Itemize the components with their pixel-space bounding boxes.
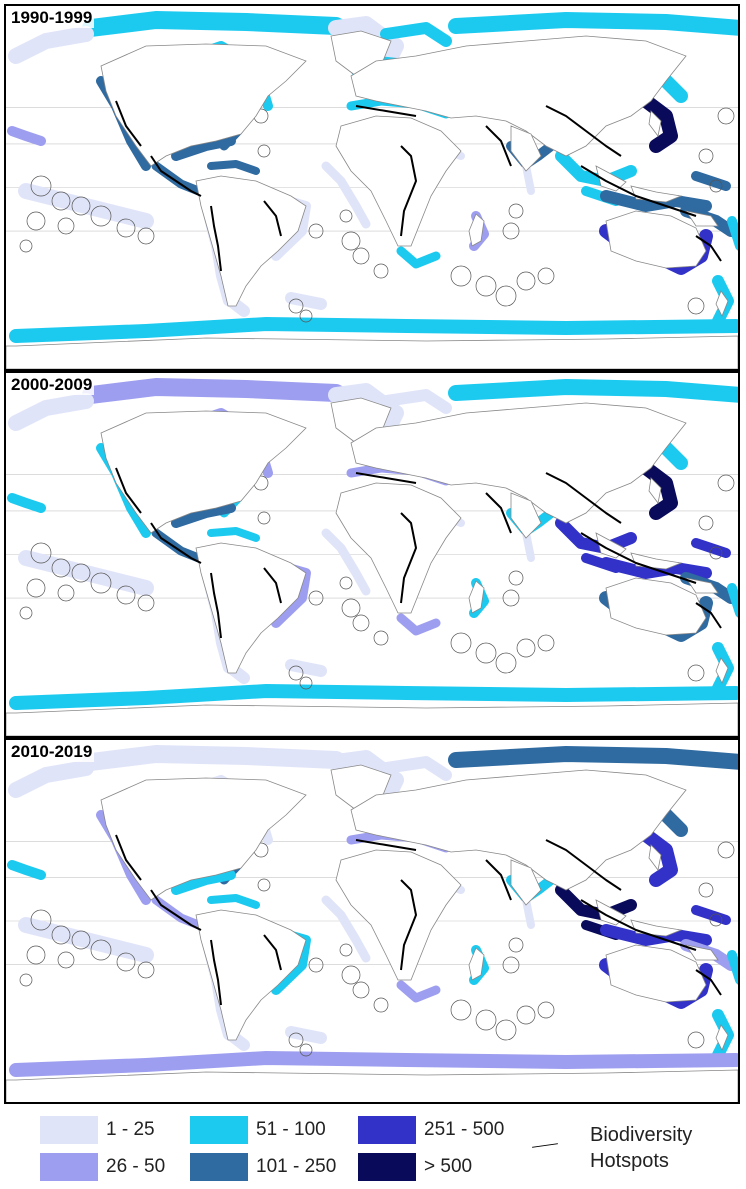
legend-swatch: [190, 1116, 248, 1144]
legend-swatch: [40, 1116, 98, 1144]
hotspot-label-line2: Hotspots: [590, 1150, 669, 1172]
legend-item-over-500: > 500: [358, 1153, 472, 1181]
legend-swatch: [358, 1153, 416, 1181]
legend-swatch: [358, 1116, 416, 1144]
hotspot-label-line1: Biodiversity: [590, 1124, 693, 1146]
legend-swatch: [190, 1153, 248, 1181]
panel-title: 2000-2009: [9, 375, 95, 395]
legend-item-251-500: 251 - 500: [358, 1116, 504, 1144]
panel-title: 1990-1999: [9, 8, 95, 28]
map-panel-1990-1999: 1990-1999: [4, 4, 740, 371]
legend-item-101-250: 101 - 250: [190, 1153, 336, 1181]
legend-swatch: [40, 1153, 98, 1181]
legend-label: 251 - 500: [424, 1119, 505, 1140]
legend-label: 1 - 25: [106, 1119, 155, 1140]
legend-item-51-100: 51 - 100: [190, 1116, 326, 1144]
panel-title: 2010-2019: [9, 742, 95, 762]
legend-label: 26 - 50: [106, 1156, 166, 1177]
world-map: [6, 745, 738, 1102]
map-panel-2010-2019: 2010-2019: [4, 738, 740, 1104]
map-panel-2000-2009: 2000-2009: [4, 371, 740, 738]
legend-label: > 500: [424, 1156, 473, 1177]
world-map: [6, 11, 738, 369]
world-map: [6, 378, 738, 736]
legend-item-26-50: 26 - 50: [40, 1153, 165, 1181]
legend: 1 - 25 26 - 50 51 - 100 101 - 250 251 - …: [0, 1108, 746, 1189]
legend-label: 101 - 250: [256, 1156, 337, 1177]
legend-label: 51 - 100: [256, 1119, 326, 1140]
legend-item-1-25: 1 - 25: [40, 1116, 155, 1144]
hotspot-legend-label: Biodiversity Hotspots: [590, 1122, 692, 1174]
